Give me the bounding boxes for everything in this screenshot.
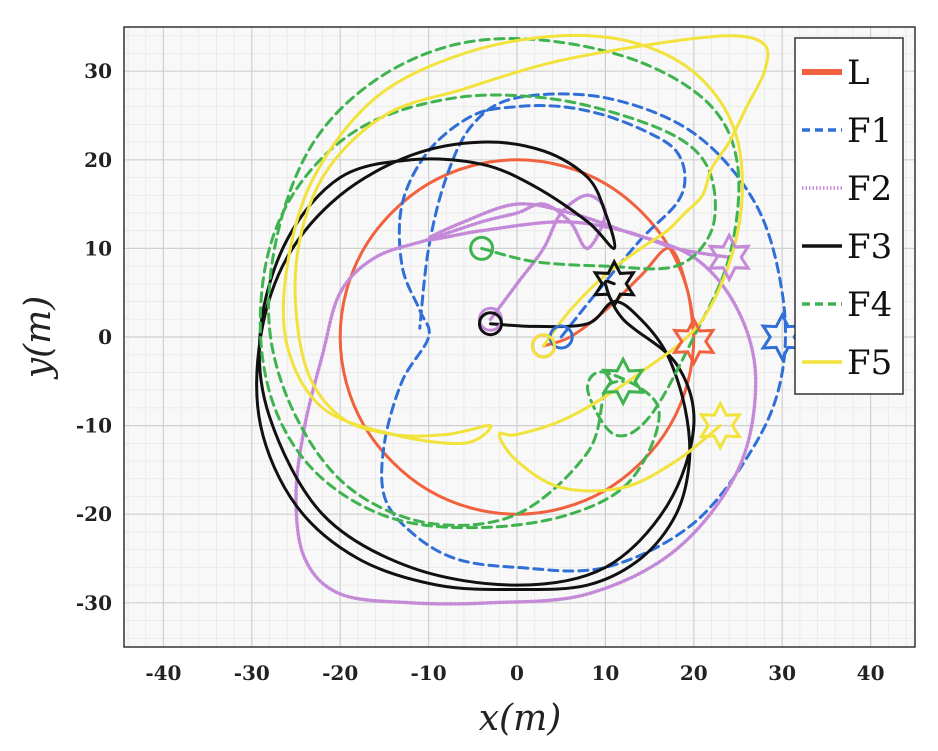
x-tick-label: -40 (145, 661, 181, 685)
x-tick-label: 40 (857, 661, 885, 685)
end-marker-f5 (698, 400, 743, 451)
x-axis-label: x(m) (479, 698, 562, 739)
y-tick-label: 0 (98, 325, 112, 349)
end-marker-f4 (601, 356, 645, 407)
y-tick-label: 10 (84, 236, 112, 260)
legend-label-f5: F5 (847, 343, 892, 383)
end-marker-l (671, 316, 716, 367)
y-tick-label: -10 (76, 414, 112, 438)
y-tick-label: -30 (76, 591, 112, 615)
start-marker-f4 (469, 235, 495, 261)
legend-label-l: L (847, 53, 870, 93)
end-marker-f3 (592, 258, 637, 310)
y-axis-label: y(m) (18, 296, 59, 381)
x-tick-label: 0 (510, 661, 524, 685)
start-marker-f5 (531, 333, 557, 359)
x-tick-label: -30 (234, 661, 270, 685)
x-tick-label: 20 (680, 661, 708, 685)
major-grid (124, 27, 915, 647)
y-tick-label: 30 (84, 59, 112, 83)
series-line-l (338, 158, 696, 516)
y-tick-label: 20 (84, 148, 112, 172)
series-line-f1 (380, 92, 787, 573)
series-layer (255, 33, 787, 606)
x-tick-label: 10 (591, 661, 619, 685)
series-line-f2 (294, 193, 758, 606)
legend-label-f4: F4 (847, 285, 892, 325)
y-tick-label: -20 (76, 502, 112, 526)
series-line-f4 (258, 37, 741, 530)
start-marker-f3 (477, 311, 503, 337)
end-marker-f2 (707, 232, 752, 283)
x-tick-label: 30 (768, 661, 796, 685)
x-tick-label: -20 (322, 661, 358, 685)
legend-label-f2: F2 (847, 169, 892, 209)
legend-label-f1: F1 (847, 111, 892, 151)
legend: L F1 F2 F3 F4 F5 (794, 37, 904, 395)
markers-layer (469, 232, 805, 451)
series-line-f3 (255, 140, 696, 592)
legend-box (794, 37, 904, 395)
legend-label-f3: F3 (847, 227, 892, 267)
plot-frame (123, 26, 916, 648)
x-tick-label: -10 (411, 661, 447, 685)
tick-labels: -40 -30 -20 -10 0 10 20 30 40 -30 -20 -10 0 10 20 30 (76, 59, 885, 685)
